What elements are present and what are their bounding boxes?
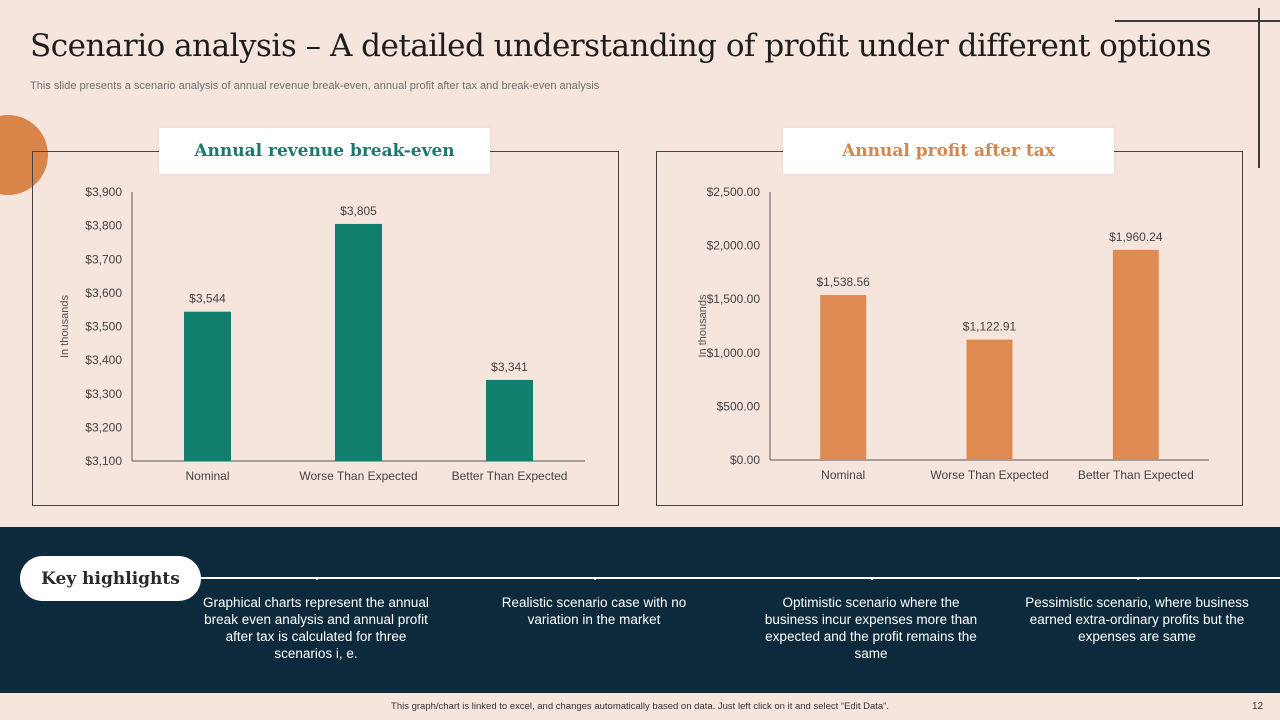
y-axis-label: In thousands [59,295,71,358]
y-tick-label: $2,000.00 [707,239,761,253]
decorative-vertical-line [1258,8,1260,168]
footer-note: This graph/chart is linked to excel, and… [391,701,889,712]
chevron-down-icon: ⌄ [1132,569,1144,583]
highlight-item: Optimistic scenario where the business i… [764,595,978,661]
chevron-down-icon: ⌄ [311,569,323,583]
x-tick-label: Better Than Expected [452,469,568,483]
y-tick-label: $3,500 [85,320,122,334]
y-tick-label: $1,500.00 [707,292,761,306]
data-label: $1,960.24 [1109,230,1163,244]
data-label: $3,341 [491,360,528,374]
data-label: $1,538.56 [816,275,870,289]
slide-subtitle: This slide presents a scenario analysis … [30,80,600,92]
data-label: $1,122.91 [963,320,1017,334]
y-tick-label: $3,400 [85,353,122,367]
y-tick-label: $3,200 [85,420,122,434]
data-label: $3,544 [189,292,226,306]
highlights-band [0,527,1280,693]
y-tick-label: $2,500.00 [707,185,761,199]
y-tick-label: $3,800 [85,219,122,233]
bar [486,379,533,461]
page-number: 12 [1252,701,1264,712]
y-tick-label: $3,300 [85,387,122,401]
y-tick-label: $1,000.00 [707,346,761,360]
y-tick-label: $3,100 [85,454,122,468]
x-tick-label: Worse Than Expected [930,468,1048,482]
profit-chart-title: Annual profit after tax [783,128,1114,174]
x-tick-label: Better Than Expected [1078,468,1194,482]
key-highlights-label: Key highlights [20,556,201,601]
y-tick-label: $3,700 [85,252,122,266]
x-tick-label: Nominal [821,468,865,482]
highlights-timeline-line [200,577,1280,579]
bar [820,295,867,460]
y-tick-label: $3,600 [85,286,122,300]
data-label: $3,805 [340,204,377,218]
x-tick-label: Nominal [185,469,229,483]
bar [1112,249,1159,460]
chevron-down-icon: ⌄ [589,569,601,583]
revenue-bar-chart: $3,100 $3,200 $3,300 $3,400 $3,500 $3,600 $3,7… [59,185,585,483]
bar [184,311,231,461]
x-tick-label: Worse Than Expected [299,469,417,483]
decorative-horizontal-line [1115,20,1280,22]
highlight-item: Realistic scenario case with no variatio… [501,595,687,627]
bar [966,339,1013,460]
y-axis-label: In thousands [697,294,709,357]
revenue-chart-title: Annual revenue break-even [159,128,490,174]
profit-bar-chart: $0.00 $500.00 $1,000.00 $1,500.00 $2,000.00 $… [697,185,1209,482]
slide-title: Scenario analysis – A detailed understan… [30,28,1212,64]
chevron-down-icon: ⌄ [866,569,878,583]
highlight-item: Graphical charts represent the annual br… [203,595,429,661]
highlight-item: Pessimistic scenario, where business ear… [1025,595,1249,644]
y-tick-label: $0.00 [730,453,760,467]
y-tick-label: $500.00 [717,399,761,413]
bar [335,223,382,461]
y-tick-label: $3,900 [85,185,122,199]
